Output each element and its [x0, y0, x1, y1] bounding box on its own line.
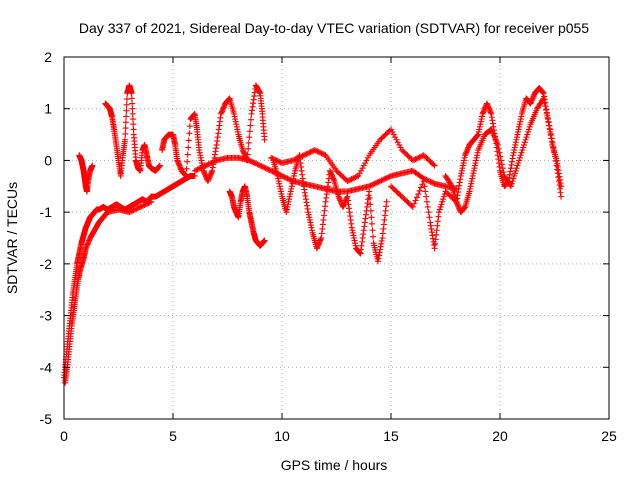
- series: [159, 82, 268, 185]
- x-tick-label: 20: [492, 428, 508, 444]
- series: [102, 82, 163, 179]
- y-tick-label: -3: [40, 308, 53, 324]
- point-markers: [191, 154, 460, 195]
- x-axis-label: GPS time / hours: [281, 457, 388, 473]
- y-tick-label: 0: [44, 152, 52, 168]
- series: [442, 95, 565, 216]
- x-tick-label: 0: [60, 428, 68, 444]
- x-tick-label: 15: [383, 428, 399, 444]
- y-tick-label: 1: [44, 101, 52, 117]
- y-tick-label: -4: [40, 359, 53, 375]
- x-tick-label: 5: [169, 428, 177, 444]
- point-markers: [226, 183, 268, 249]
- point-markers: [268, 126, 438, 185]
- y-tick-label: -5: [40, 411, 53, 427]
- series: [76, 152, 96, 195]
- axis-ticks: 0 5 10 15 20 25 -5 -4 -3 -2 -1 0 1 2: [40, 49, 617, 444]
- series: [226, 183, 268, 249]
- series: [270, 152, 390, 265]
- y-tick-label: 2: [44, 49, 52, 65]
- y-tick-label: -1: [40, 204, 53, 220]
- chart-title: Day 337 of 2021, Sidereal Day-to-day VTE…: [79, 20, 589, 36]
- grid-lines: [64, 57, 609, 419]
- point-markers: [62, 198, 155, 386]
- y-axis-label: SDTVAR / TECUs: [4, 182, 20, 294]
- series: [191, 154, 460, 195]
- point-markers: [102, 82, 163, 179]
- x-tick-label: 25: [601, 428, 617, 444]
- point-markers: [270, 152, 390, 265]
- x-tick-label: 10: [274, 428, 290, 444]
- series: [62, 198, 155, 386]
- data-points: [61, 82, 565, 386]
- point-markers: [442, 95, 565, 216]
- plot-frame: [63, 56, 610, 420]
- point-markers: [76, 152, 96, 195]
- point-markers: [159, 82, 268, 185]
- y-tick-label: -2: [40, 256, 53, 272]
- series: [268, 126, 438, 185]
